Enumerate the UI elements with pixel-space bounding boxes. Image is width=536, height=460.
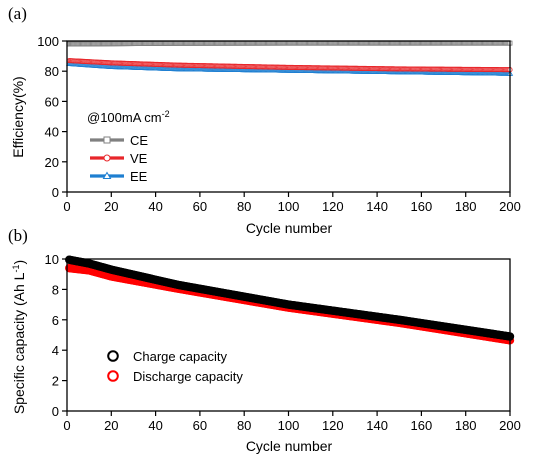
panel-b-x-tick-label: 0 <box>63 418 70 433</box>
panel-b-y-tick-label: 2 <box>52 374 59 389</box>
legend-marker <box>103 154 111 162</box>
panel-a-y-tick-label: 20 <box>45 155 59 170</box>
legend-label: VE <box>130 151 148 166</box>
legend-marker <box>107 370 119 382</box>
legend-label: CE <box>130 133 148 148</box>
panel-b-x-tick-label: 100 <box>278 418 300 433</box>
panel-a-series-ve <box>66 58 513 73</box>
legend-item-ve: VE <box>90 151 148 166</box>
panel-a-y-tick-label: 60 <box>45 94 59 109</box>
panel-a-x-tick-label: 160 <box>411 199 433 214</box>
panel-a-series-ee <box>66 60 514 76</box>
panel-a-x-tick-label: 80 <box>237 199 251 214</box>
panel-b: (b) 0 20 40 60 80 100 120 140 160 180 200 0 2 4 6 8 10 C… <box>8 226 521 454</box>
legend-label: EE <box>130 169 148 184</box>
panel-a-x-tick-label: 100 <box>278 199 300 214</box>
legend-item-discharge-capacity: Discharge capacity <box>107 369 243 384</box>
panel-b-legend: Charge capacity Discharge capacity <box>107 349 243 384</box>
panel-a-y-tick-label: 40 <box>45 125 59 140</box>
panel-b-label: (b) <box>8 226 28 245</box>
panel-a-legend: @100mA cm-2 CE VE EE <box>87 109 170 184</box>
legend-marker <box>102 171 112 179</box>
legend-label: Discharge capacity <box>133 369 243 384</box>
panel-b-series-charge-capacity <box>65 255 515 341</box>
panel-a-y-tick-label: 100 <box>37 34 59 49</box>
panel-b-x-tick-label: 200 <box>499 418 521 433</box>
legend-item-charge-capacity: Charge capacity <box>107 349 227 364</box>
legend-marker <box>107 350 119 362</box>
panel-b-series <box>65 255 515 345</box>
panel-a-x-tick-label: 200 <box>499 199 521 214</box>
panel-b-axes: 0 20 40 60 80 100 120 140 160 180 200 0 2 4 6 8 10 <box>45 252 521 433</box>
panel-a-legend-title: @100mA cm-2 <box>87 109 170 125</box>
panel-a-axes: 0 20 40 60 80 100 120 140 160 180 200 0 20 40 60 80 100 <box>37 34 521 214</box>
panel-b-x-tick-label: 20 <box>104 418 118 433</box>
panel-a-x-tick-label: 0 <box>63 199 70 214</box>
panel-b-x-tick-label: 80 <box>237 418 251 433</box>
panel-b-x-tick-label: 160 <box>411 418 433 433</box>
panel-a: (a) 0 20 40 60 80 100 120 140 160 180 200 0 20 40 60 80… <box>8 4 521 236</box>
panel-b-y-tick-label: 6 <box>52 313 59 328</box>
panel-b-y-tick-label: 4 <box>52 343 59 358</box>
panel-a-x-tick-label: 180 <box>455 199 477 214</box>
panel-b-y-axis-title: Specific capacity (Ah L-1) <box>11 260 27 414</box>
panel-a-series-ce <box>66 40 513 47</box>
panel-b-x-tick-label: 140 <box>366 418 388 433</box>
panel-a-series <box>66 40 514 76</box>
panel-b-y-tick-label: 10 <box>45 252 59 267</box>
legend-marker <box>103 136 111 144</box>
panel-a-x-axis-title: Cycle number <box>246 220 333 236</box>
panel-b-x-axis-title: Cycle number <box>246 438 333 454</box>
legend-label: Charge capacity <box>133 349 227 364</box>
panel-a-y-tick-label: 0 <box>52 185 59 200</box>
panel-a-label: (a) <box>8 4 27 23</box>
panel-a-x-tick-label: 20 <box>104 199 118 214</box>
panel-a-x-tick-label: 60 <box>193 199 207 214</box>
legend-item-ce: CE <box>90 133 148 148</box>
panel-b-y-tick-label: 8 <box>52 282 59 297</box>
panel-b-x-tick-label: 120 <box>322 418 344 433</box>
panel-a-x-tick-label: 120 <box>322 199 344 214</box>
panel-a-x-tick-label: 40 <box>148 199 162 214</box>
panel-b-x-tick-label: 40 <box>148 418 162 433</box>
panel-a-y-axis-title: Efficiency(%) <box>10 76 26 157</box>
panel-b-x-tick-label: 180 <box>455 418 477 433</box>
legend-item-ee: EE <box>90 169 148 184</box>
panel-b-x-tick-label: 60 <box>193 418 207 433</box>
panel-a-y-tick-label: 80 <box>45 64 59 79</box>
panel-b-y-tick-label: 0 <box>52 404 59 419</box>
panel-a-x-tick-label: 140 <box>366 199 388 214</box>
